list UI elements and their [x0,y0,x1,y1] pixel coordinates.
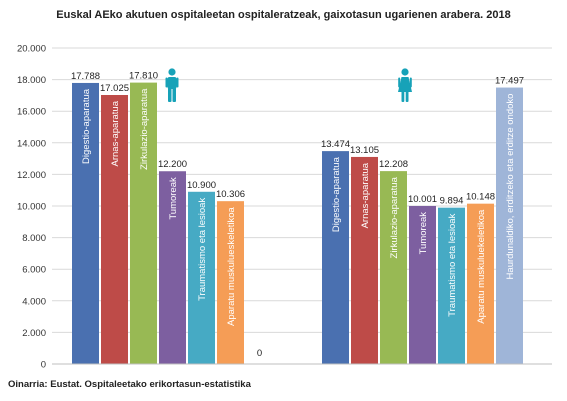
bar-category-label: Zirkulazio-aparatua [389,176,400,258]
chart-title: Euskal AEko akutuen ospitaleetan ospital… [56,9,511,21]
bar-category-label: Aparatu muskuluekeletikoa [476,209,487,324]
bar-category-label: Aparatu muskulueskeletikoa [226,206,237,326]
bar [130,82,157,365]
bar-category-label: Arnas-aparatua [360,162,371,228]
male-person-icon-torso [167,77,177,89]
bar [467,203,494,364]
y-tick-label: 14.000 [17,138,46,149]
male-person-icon-leg [168,88,172,102]
bar-category-label: Traumatismo eta lesioak [197,198,208,301]
data-label: 0 [257,348,262,359]
y-tick-label: 4.000 [22,296,46,307]
data-label: 10.148 [466,192,495,203]
data-label: 10.306 [216,189,245,200]
data-label: 10.001 [408,194,437,205]
bar-category-label: Arnas-aparatua [110,100,121,166]
data-label: 12.200 [158,159,187,170]
female-person-icon-arm [409,77,412,88]
y-tick-label: 12.000 [17,170,46,181]
y-tick-label: 10.000 [17,202,46,213]
male-person-icon [165,68,179,102]
y-tick-label: 6.000 [22,265,46,276]
y-tick-label: 16.000 [17,107,46,118]
bar [159,171,186,364]
bar-category-label: Zirkulazio-aparatua [139,88,150,170]
male-person-icon-head [168,68,176,76]
data-label: 17.497 [495,76,524,87]
data-label: 10.900 [187,180,216,191]
bar [380,171,407,364]
bar [351,156,378,364]
data-label: 13.474 [321,139,350,150]
female-person-icon-head [401,68,409,76]
y-tick-label: 8.000 [22,233,46,244]
bar-category-label: Tumoreak [168,177,179,220]
bar-category-label: Tumoreak [418,212,429,255]
y-tick-label: 0 [41,360,46,371]
male-person-icon-arm [165,77,168,88]
bar [217,201,244,364]
bar-category-label: Traumatismo eta lesioak [447,213,458,316]
female-person-icon [398,68,412,102]
bar-category-label: Digestio-aparatua [331,156,342,232]
bar [438,207,465,364]
bar [496,87,523,365]
female-person-icon-dress [398,77,412,92]
male-person-icon-arm [176,77,179,88]
data-label: 17.788 [71,71,100,82]
data-label: 17.810 [129,71,158,82]
data-label: 12.208 [379,159,408,170]
y-tick-label: 18.000 [17,75,46,86]
y-tick-label: 20.000 [17,44,46,55]
bar [101,95,128,364]
bar [322,151,349,364]
bar [188,191,215,364]
data-label: 17.025 [100,83,129,94]
data-label: 9.894 [440,196,464,207]
data-label: 13.105 [350,145,379,156]
female-person-icon-leg [401,91,405,102]
chart-source: Oinarria: Eustat. Ospitaleetako erikorta… [8,379,251,390]
bar-category-label: Digestio-aparatua [81,88,92,164]
male-person-icon-leg [172,88,176,102]
bar-category-label: Haurdunaldiko, erditzeko eta erditze ond… [505,94,516,280]
y-tick-label: 2.000 [22,328,46,339]
bar [72,82,99,365]
female-person-icon-leg [405,91,409,102]
female-person-icon-arm [398,77,401,88]
bar [409,205,436,364]
